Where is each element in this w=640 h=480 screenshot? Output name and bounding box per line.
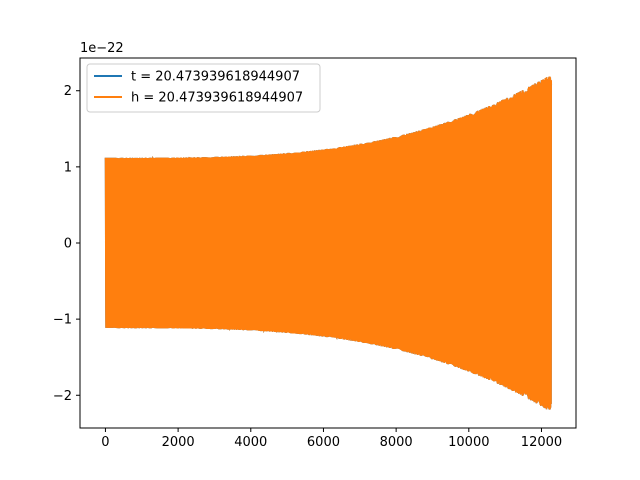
x-tick-label: 10000 [448,435,489,450]
y-tick-label: 1 [64,160,72,175]
y-tick-label: −2 [53,389,72,404]
x-tick-label: 6000 [307,435,340,450]
legend-label-t: t = 20.473939618944907 [131,70,300,85]
x-tick-label: 0 [101,435,109,450]
y-tick-label: 0 [64,237,72,252]
series-line-1 [104,76,553,410]
y-tick-label: −1 [53,313,72,328]
x-tick-label: 8000 [380,435,413,450]
x-tick-label: 4000 [234,435,267,450]
y-tick-label: 2 [64,84,72,99]
x-axis: 0 2000 4000 6000 8000 10000 12000 [101,428,562,450]
x-tick-label: 12000 [521,435,562,450]
series-layer [104,76,553,410]
y-axis: −2 −1 0 1 2 [53,84,80,404]
legend: t = 20.473939618944907 h = 20.4739396189… [86,63,321,113]
x-tick-label: 2000 [162,435,195,450]
plot-area [79,57,577,429]
legend-label-h: h = 20.473939618944907 [131,91,303,106]
legend-box [86,63,321,113]
y-offset-text: 1e−22 [80,41,124,56]
